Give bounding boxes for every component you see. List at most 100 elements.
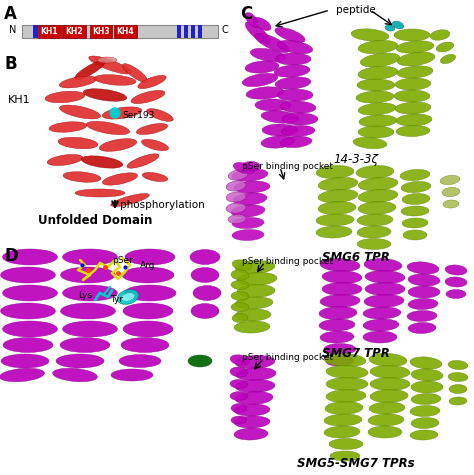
Ellipse shape: [448, 372, 468, 381]
Ellipse shape: [232, 260, 252, 270]
Ellipse shape: [1, 354, 49, 368]
Ellipse shape: [440, 54, 456, 64]
Ellipse shape: [232, 169, 268, 181]
Ellipse shape: [443, 200, 459, 208]
Ellipse shape: [123, 321, 173, 337]
Ellipse shape: [369, 353, 407, 367]
Ellipse shape: [411, 369, 443, 381]
Ellipse shape: [324, 353, 366, 367]
Ellipse shape: [322, 270, 362, 284]
Ellipse shape: [397, 52, 435, 66]
Text: pSer: pSer: [112, 256, 133, 265]
Ellipse shape: [365, 283, 405, 295]
Text: 14-3-3ζ: 14-3-3ζ: [334, 153, 378, 166]
Text: KH2: KH2: [65, 27, 83, 36]
Ellipse shape: [226, 181, 246, 191]
Ellipse shape: [316, 165, 354, 179]
Ellipse shape: [408, 298, 438, 310]
Ellipse shape: [324, 414, 362, 426]
Ellipse shape: [318, 201, 356, 215]
Ellipse shape: [56, 354, 104, 368]
Ellipse shape: [138, 76, 166, 89]
Ellipse shape: [324, 343, 356, 354]
Ellipse shape: [232, 314, 248, 323]
Circle shape: [110, 108, 120, 118]
Ellipse shape: [401, 206, 429, 216]
Ellipse shape: [363, 307, 401, 319]
Ellipse shape: [141, 139, 169, 151]
Ellipse shape: [358, 126, 394, 138]
Ellipse shape: [49, 122, 87, 132]
Ellipse shape: [53, 368, 98, 382]
Ellipse shape: [83, 89, 127, 101]
Ellipse shape: [357, 226, 391, 238]
Ellipse shape: [325, 401, 363, 415]
Ellipse shape: [122, 267, 174, 283]
Ellipse shape: [368, 414, 404, 426]
Ellipse shape: [233, 193, 267, 205]
Ellipse shape: [394, 29, 430, 41]
Ellipse shape: [124, 285, 176, 301]
Ellipse shape: [125, 249, 175, 265]
Ellipse shape: [47, 154, 83, 166]
Ellipse shape: [127, 154, 159, 168]
Ellipse shape: [2, 249, 57, 265]
Ellipse shape: [60, 338, 110, 352]
Ellipse shape: [0, 303, 55, 319]
Ellipse shape: [228, 214, 246, 224]
Text: Lys: Lys: [78, 291, 92, 300]
Ellipse shape: [351, 29, 389, 41]
Ellipse shape: [363, 331, 397, 343]
Ellipse shape: [316, 214, 354, 226]
Bar: [33, 25, 38, 38]
Ellipse shape: [402, 218, 428, 228]
Ellipse shape: [436, 42, 454, 52]
Ellipse shape: [232, 218, 264, 228]
Ellipse shape: [358, 190, 398, 203]
Ellipse shape: [188, 355, 212, 367]
Ellipse shape: [255, 99, 291, 111]
Ellipse shape: [411, 381, 443, 393]
Ellipse shape: [231, 292, 249, 301]
Ellipse shape: [261, 111, 299, 123]
Ellipse shape: [445, 265, 467, 275]
Ellipse shape: [94, 75, 136, 86]
Ellipse shape: [45, 91, 85, 103]
Text: C: C: [222, 25, 229, 35]
Text: KH1: KH1: [41, 27, 58, 36]
Ellipse shape: [280, 101, 316, 113]
Ellipse shape: [275, 77, 311, 89]
Ellipse shape: [400, 170, 430, 180]
Ellipse shape: [235, 380, 275, 392]
Text: KH4: KH4: [117, 27, 134, 36]
Ellipse shape: [230, 355, 250, 365]
Text: C: C: [240, 5, 252, 23]
Ellipse shape: [250, 48, 286, 62]
Ellipse shape: [226, 203, 246, 213]
Bar: [38, 25, 61, 38]
Ellipse shape: [75, 189, 125, 197]
Ellipse shape: [2, 321, 57, 337]
Ellipse shape: [330, 451, 360, 461]
Ellipse shape: [326, 365, 368, 379]
Ellipse shape: [191, 267, 219, 283]
Ellipse shape: [320, 294, 360, 307]
Ellipse shape: [322, 283, 362, 295]
Ellipse shape: [3, 338, 53, 352]
Ellipse shape: [403, 230, 427, 240]
Ellipse shape: [121, 293, 135, 301]
Ellipse shape: [231, 403, 247, 412]
Ellipse shape: [319, 319, 355, 331]
Ellipse shape: [275, 53, 311, 65]
Ellipse shape: [394, 90, 430, 102]
Ellipse shape: [63, 321, 118, 337]
Ellipse shape: [407, 311, 437, 322]
Ellipse shape: [358, 201, 396, 215]
Ellipse shape: [231, 270, 249, 280]
Bar: [22, 25, 218, 38]
Ellipse shape: [440, 175, 460, 185]
Ellipse shape: [234, 416, 270, 428]
Ellipse shape: [430, 30, 450, 40]
Ellipse shape: [445, 277, 467, 287]
Ellipse shape: [58, 137, 98, 149]
